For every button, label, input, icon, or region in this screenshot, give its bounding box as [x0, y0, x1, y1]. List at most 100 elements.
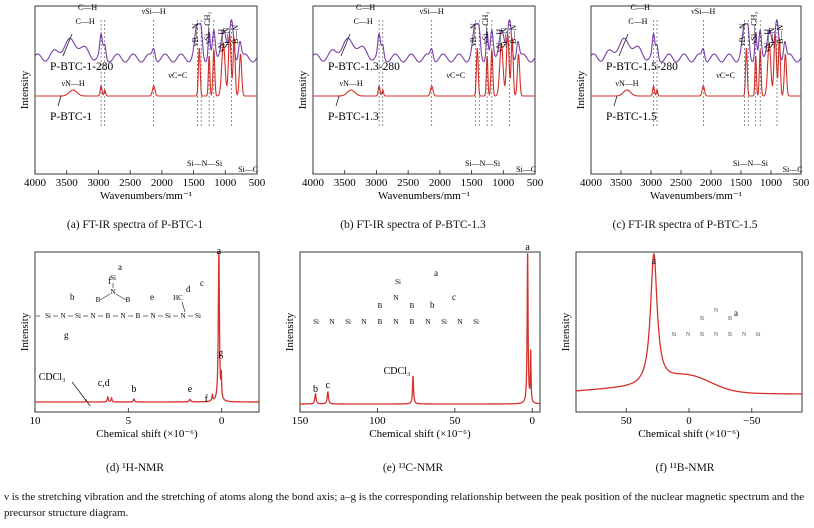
plot-frame	[590, 5, 802, 175]
structure-label: a	[118, 262, 122, 272]
atom-label: N	[60, 312, 65, 320]
ftir-chart-c: 4000 3500 3000 2500 2000 1500 1000 500 Wavenumbe…	[575, 3, 810, 202]
x-axis-label: Wavenumbers/mm⁻¹	[650, 190, 742, 202]
peak-annotation: C—H	[628, 17, 647, 26]
x-tick-label: 4000	[24, 177, 47, 189]
x-axis-label: Wavenumbers/mm⁻¹	[378, 190, 470, 202]
x-tick-label: 10	[30, 415, 42, 427]
y-axis-label: Intensity	[575, 70, 587, 109]
peak-annotation: Si—N—Si	[465, 159, 501, 168]
atom-label: B	[700, 316, 704, 322]
peak-annotation: νN—H	[217, 29, 226, 52]
x-tick-label: 1000	[760, 177, 783, 189]
ftir-chart-b: 4000 3500 3000 2500 2000 1500 1000 500 Wavenumbe…	[297, 3, 544, 202]
ftir-upper-series-line	[34, 19, 258, 63]
structure-label: a	[434, 268, 438, 278]
y-axis-label: Intensity	[19, 70, 31, 109]
atom-label: N	[90, 312, 95, 320]
peak-label: b	[131, 384, 136, 395]
atom-label: N	[686, 332, 691, 338]
peak-annotation: B—N	[231, 25, 240, 44]
plot-frame	[34, 5, 258, 175]
peak-annotation: Si—C	[516, 165, 536, 174]
ftir-lower-series-line	[591, 33, 801, 97]
x-tick-label: 5	[126, 415, 132, 427]
x-tick-label: 150	[292, 415, 309, 427]
x-axis-label: Wavenumbers/mm⁻¹	[100, 190, 192, 202]
peak-annotation: νB—N	[738, 23, 747, 46]
x-tick-label: 2000	[151, 177, 174, 189]
peak-annotation: νN—H	[339, 79, 362, 88]
x-tick-label: 0	[686, 415, 692, 427]
atom-label: Si	[473, 318, 479, 326]
x-tick-label: 4000	[580, 177, 603, 189]
x-tick-label: 3500	[334, 177, 357, 189]
peak-annotation: νSi—H	[691, 7, 715, 16]
x-tick-label: 3500	[56, 177, 79, 189]
nmr-spectrum-line	[575, 252, 802, 395]
peak-annotation: νN—H	[495, 29, 504, 52]
x-tick-label: 50	[449, 415, 461, 427]
structure-label: f	[108, 276, 111, 286]
atom-label: B	[700, 332, 704, 338]
atom-label: B	[126, 296, 131, 304]
y-axis-label: Intensity	[19, 312, 31, 351]
peak-annotation: C—H	[78, 3, 97, 12]
bond	[99, 293, 111, 301]
x-tick-label: 1000	[214, 177, 237, 189]
x-tick-label: 3000	[87, 177, 110, 189]
atom-label: N	[110, 288, 115, 296]
ftir-caption-a: (a) FT-IR spectra of P-BTC-1	[66, 219, 204, 231]
atom-label: Si	[75, 312, 81, 320]
peak-annotation: C—H	[353, 17, 372, 26]
ftir-chart-a: 4000 3500 3000 2500 2000 1500 1000 500 Wavenumbe…	[19, 3, 266, 202]
peak-annotation: C—H	[631, 3, 650, 12]
peak-annotation: Si—N	[222, 27, 231, 48]
ftir-upper-series-line	[312, 19, 536, 63]
x-tick-label: 0	[219, 415, 225, 427]
atom-label: Si	[45, 312, 51, 320]
peak-annotation: νSi—CH₃	[481, 12, 490, 44]
atom-label: Si	[313, 318, 319, 326]
peak-annotation: B—N	[776, 25, 785, 44]
x-tick-label: −50	[743, 415, 761, 427]
ftir-caption-b: (b) FT-IR spectra of P-BTC-1.3	[340, 219, 486, 231]
peak-label: a	[217, 246, 222, 257]
peak-label: c	[326, 380, 331, 391]
lower-series-label: P-BTC-1	[50, 111, 92, 123]
atom-label: N	[742, 332, 747, 338]
atom-label: N	[180, 312, 185, 320]
nmr-spectrum-line	[300, 253, 541, 405]
arrow-line	[618, 33, 629, 57]
peak-annotation: νSi—H	[142, 7, 166, 16]
atom-label: B	[728, 332, 732, 338]
x-tick-label: 2000	[700, 177, 723, 189]
precursor-structure: Si N B N B N Si B N Ba	[671, 308, 760, 338]
footnote: ν is the stretching vibration and the st…	[4, 491, 805, 519]
atom-label: N	[393, 318, 398, 326]
peak-annotation: C—H	[75, 17, 94, 26]
peak-label: a	[525, 242, 530, 253]
arrow-line	[71, 381, 91, 407]
peak-annotation: νN—H	[615, 79, 638, 88]
x-tick-label: 2500	[119, 177, 142, 189]
precursor-structure: Si N Si N B N B N Si N Si B N B Si a b c	[313, 268, 479, 326]
plot-frame	[312, 5, 536, 175]
peak-label: e	[188, 384, 193, 395]
plot-frame	[34, 251, 260, 413]
atom-label: N	[150, 312, 155, 320]
arrow-line	[613, 95, 618, 107]
x-tick-label: 500	[527, 177, 544, 189]
ftir-lower-series-line	[313, 33, 535, 97]
x-tick-label: 500	[793, 177, 810, 189]
peak-annotation: Si—N—Si	[187, 159, 223, 168]
x-tick-label: 100	[369, 415, 386, 427]
peak-label: g	[218, 348, 223, 359]
y-axis-label: Intensity	[284, 312, 296, 351]
peak-annotation: νB—N	[469, 23, 478, 46]
peak-annotation: νSi—H	[420, 7, 444, 16]
nmr-panel-d: 10 5 0 Chemical shift (×10⁻⁶) Intensity CDCl₃…	[0, 246, 270, 486]
peak-label: a	[652, 256, 657, 267]
bond	[181, 301, 186, 313]
